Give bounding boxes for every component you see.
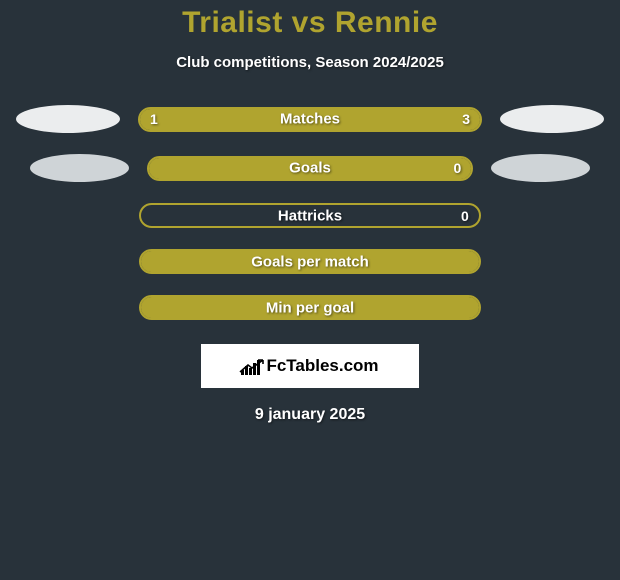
chart-icon bbox=[241, 357, 260, 375]
stat-bar: Hattricks0 bbox=[139, 203, 481, 228]
player-flag-left bbox=[30, 154, 129, 182]
comparison-widget: Trialist vs Rennie Club competitions, Se… bbox=[0, 0, 620, 424]
branding-logo[interactable]: FcTables.com bbox=[201, 344, 419, 388]
comparison-row: Min per goal bbox=[0, 295, 620, 320]
comparison-rows: Matches13 Goals0 Hattricks0 Goals per match… bbox=[0, 105, 620, 320]
player-flag-right bbox=[491, 154, 590, 182]
comparison-row: Goals per match bbox=[0, 249, 620, 274]
logo-text: FcTables.com bbox=[266, 356, 378, 376]
bar-fill-left bbox=[149, 158, 472, 179]
footer-date: 9 january 2025 bbox=[0, 406, 620, 424]
flag-spacer bbox=[499, 261, 620, 262]
player-flag-left bbox=[16, 105, 120, 133]
flag-spacer bbox=[0, 215, 121, 216]
comparison-row: Goals0 bbox=[0, 154, 620, 182]
flag-spacer bbox=[0, 307, 121, 308]
flag-spacer bbox=[499, 307, 620, 308]
stat-bar: Min per goal bbox=[139, 295, 481, 320]
stat-label: Hattricks bbox=[141, 207, 479, 224]
subtitle: Club competitions, Season 2024/2025 bbox=[0, 54, 620, 71]
page-title: Trialist vs Rennie bbox=[0, 6, 620, 40]
comparison-row: Hattricks0 bbox=[0, 203, 620, 228]
bar-fill-right bbox=[225, 109, 480, 130]
flag-spacer bbox=[0, 261, 121, 262]
player-flag-right bbox=[500, 105, 604, 133]
bar-fill-left bbox=[141, 297, 479, 318]
stat-bar: Goals0 bbox=[147, 156, 474, 181]
flag-spacer bbox=[499, 215, 620, 216]
bar-fill-left bbox=[140, 109, 225, 130]
bar-fill-left bbox=[141, 251, 479, 272]
stat-bar: Goals per match bbox=[139, 249, 481, 274]
stat-bar: Matches13 bbox=[138, 107, 482, 132]
stat-value-right: 0 bbox=[461, 208, 469, 224]
comparison-row: Matches13 bbox=[0, 105, 620, 133]
